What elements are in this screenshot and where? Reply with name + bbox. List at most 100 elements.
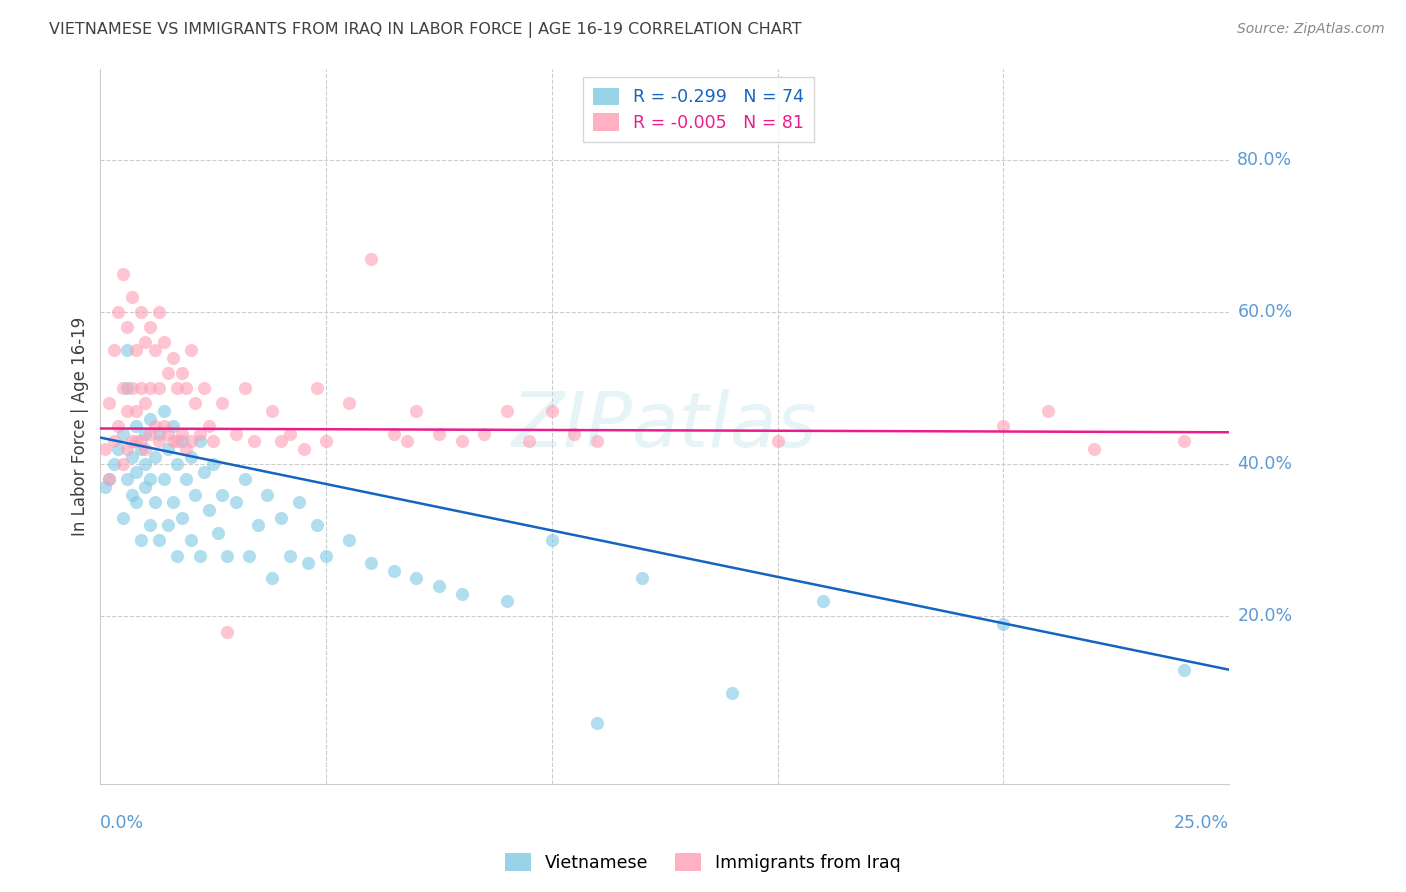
Point xyxy=(260,404,283,418)
Point xyxy=(143,450,166,464)
Point xyxy=(121,450,143,464)
Point xyxy=(238,549,260,563)
Point xyxy=(233,473,256,487)
Point xyxy=(517,434,540,449)
Point xyxy=(472,426,495,441)
Point xyxy=(129,533,152,548)
Point xyxy=(993,617,1015,632)
Point xyxy=(215,549,238,563)
Point xyxy=(315,549,337,563)
Point xyxy=(117,473,139,487)
Point xyxy=(162,351,184,365)
Point xyxy=(233,381,256,395)
Point xyxy=(297,556,319,570)
Point xyxy=(202,434,225,449)
Point xyxy=(450,434,472,449)
Point xyxy=(111,381,134,395)
Point xyxy=(139,320,162,334)
Point xyxy=(450,586,472,600)
Point xyxy=(117,320,139,334)
Point xyxy=(495,594,517,608)
Point xyxy=(111,510,134,524)
Point xyxy=(427,579,450,593)
Point xyxy=(162,419,184,434)
Point xyxy=(278,549,301,563)
Point xyxy=(396,434,419,449)
Point xyxy=(180,343,202,357)
Point xyxy=(94,480,117,494)
Point xyxy=(811,594,834,608)
Text: 20.0%: 20.0% xyxy=(1237,607,1292,625)
Point xyxy=(721,685,744,699)
Point xyxy=(139,473,162,487)
Point xyxy=(170,366,193,380)
Point xyxy=(540,404,562,418)
Text: 80.0%: 80.0% xyxy=(1237,151,1292,169)
Point xyxy=(103,343,125,357)
Point xyxy=(270,434,292,449)
Point xyxy=(202,457,225,471)
Point xyxy=(211,396,233,410)
Point xyxy=(134,426,156,441)
Point xyxy=(152,473,174,487)
Point xyxy=(94,442,117,456)
Point xyxy=(315,434,337,449)
Point xyxy=(382,426,405,441)
Point xyxy=(134,396,156,410)
Point xyxy=(148,426,170,441)
Point xyxy=(405,571,427,585)
Point xyxy=(157,442,180,456)
Point xyxy=(148,381,170,395)
Point xyxy=(111,457,134,471)
Point xyxy=(157,426,180,441)
Point xyxy=(121,434,143,449)
Point xyxy=(121,488,143,502)
Point xyxy=(184,488,207,502)
Point xyxy=(1038,404,1060,418)
Point xyxy=(188,549,211,563)
Point xyxy=(993,419,1015,434)
Point xyxy=(495,404,517,418)
Point xyxy=(129,305,152,319)
Point xyxy=(111,426,134,441)
Point xyxy=(139,426,162,441)
Point xyxy=(207,525,229,540)
Point xyxy=(117,381,139,395)
Point xyxy=(305,518,328,533)
Point xyxy=(125,495,148,509)
Point xyxy=(174,381,197,395)
Text: 40.0%: 40.0% xyxy=(1237,455,1292,474)
Point xyxy=(540,533,562,548)
Point xyxy=(586,715,609,730)
Point xyxy=(125,343,148,357)
Point xyxy=(125,404,148,418)
Point xyxy=(225,426,247,441)
Point xyxy=(143,343,166,357)
Point xyxy=(152,419,174,434)
Point xyxy=(134,335,156,350)
Point xyxy=(766,434,789,449)
Point xyxy=(98,473,121,487)
Point xyxy=(162,495,184,509)
Point xyxy=(111,267,134,281)
Point xyxy=(139,381,162,395)
Point xyxy=(117,442,139,456)
Point xyxy=(103,434,125,449)
Point xyxy=(152,404,174,418)
Point xyxy=(103,457,125,471)
Point xyxy=(305,381,328,395)
Point xyxy=(107,442,129,456)
Text: Source: ZipAtlas.com: Source: ZipAtlas.com xyxy=(1237,22,1385,37)
Point xyxy=(180,434,202,449)
Point xyxy=(211,488,233,502)
Point xyxy=(107,419,129,434)
Point xyxy=(243,434,266,449)
Point xyxy=(166,457,188,471)
Text: VIETNAMESE VS IMMIGRANTS FROM IRAQ IN LABOR FORCE | AGE 16-19 CORRELATION CHART: VIETNAMESE VS IMMIGRANTS FROM IRAQ IN LA… xyxy=(49,22,801,38)
Point xyxy=(157,366,180,380)
Point xyxy=(125,419,148,434)
Point xyxy=(162,434,184,449)
Point xyxy=(270,510,292,524)
Point xyxy=(157,518,180,533)
Point xyxy=(193,381,215,395)
